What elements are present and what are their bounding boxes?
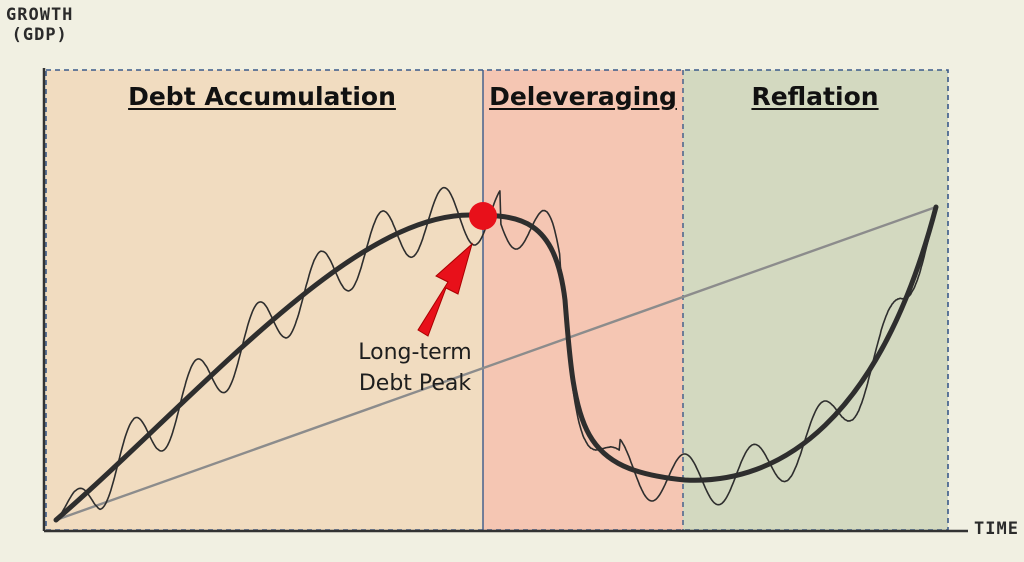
debt-peak-marker (469, 202, 497, 230)
phase-title-reflation: Reflation (751, 82, 879, 111)
y-axis-label-line1: GROWTH (6, 5, 74, 25)
productivity-trend-line (55, 205, 937, 522)
peak-arrow (417, 242, 473, 337)
debt-peak-label-line2: Debt Peak (358, 371, 472, 397)
deleveraging-region (483, 70, 683, 530)
reflation-region (683, 70, 948, 530)
y-axis-label-line2: (GDP) (11, 24, 68, 45)
debt-peak-label: Long-term Debt Peak (358, 337, 471, 399)
long-term-debt-cycle-curve (53, 204, 939, 523)
phase-title-deleveraging: Deleveraging (489, 82, 677, 111)
x-axis-label: TIME (974, 519, 1019, 539)
short-term-debt-cycle-curve (55, 186, 937, 521)
debt-accumulation-region (46, 70, 483, 530)
debt-peak-label-line1: Long-term (358, 340, 472, 365)
y-axis-label: GROWTH (GDP) (6, 5, 74, 45)
phase-title-debt-accumulation: Debt Accumulation (128, 82, 396, 111)
